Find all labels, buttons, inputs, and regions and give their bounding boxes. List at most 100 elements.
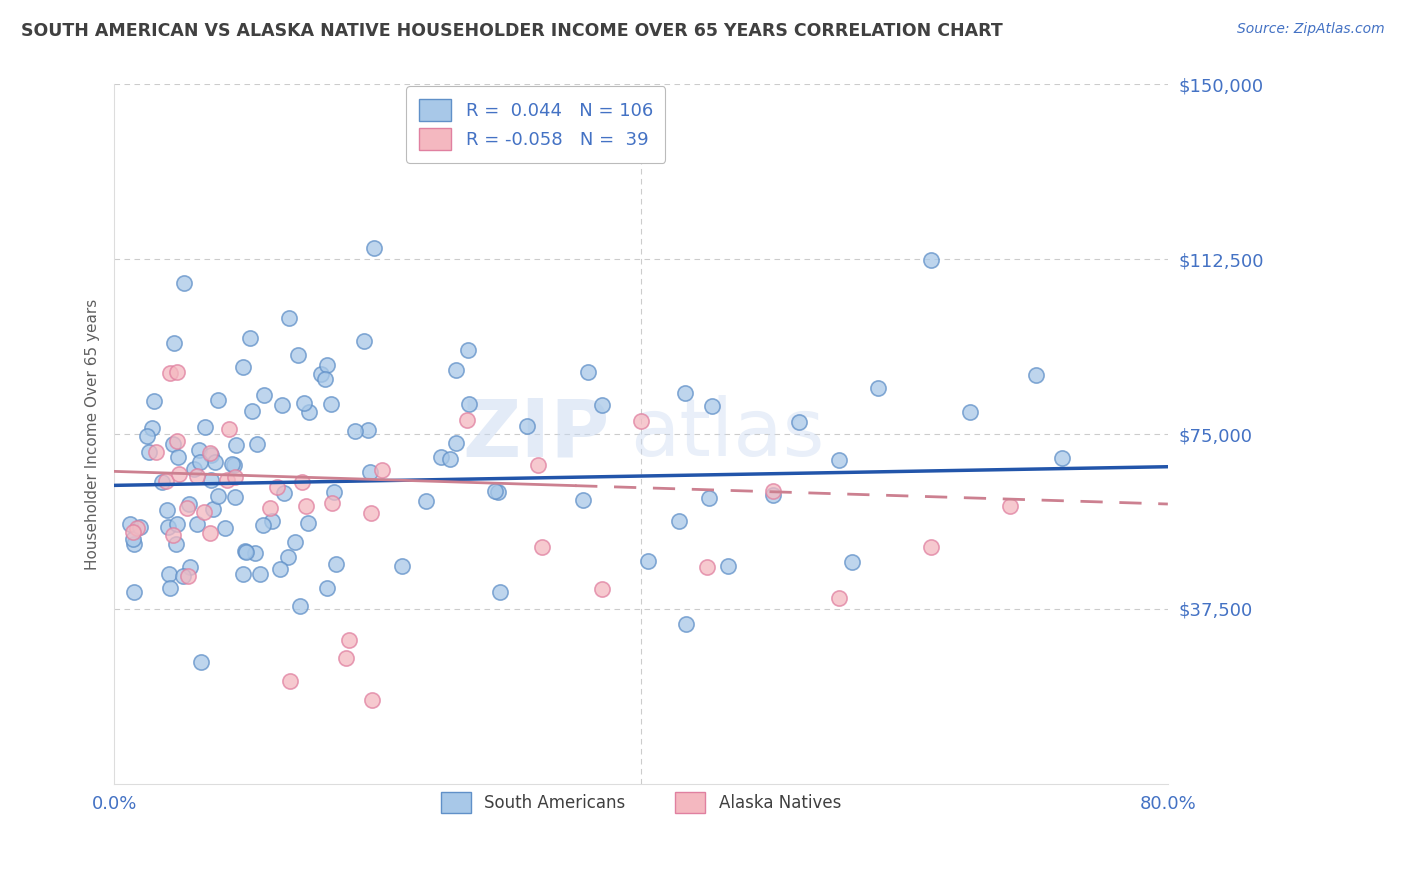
Point [200, 474, 222, 488]
Point [360, 506, 382, 520]
Point [359, 465, 381, 479]
Point [576, 365, 599, 379]
Point [827, 452, 849, 467]
Point [172, 569, 194, 583]
Point [1025, 368, 1047, 382]
Point [344, 425, 367, 439]
Point [762, 488, 785, 502]
Point [486, 485, 509, 500]
Point [152, 475, 174, 489]
Point [122, 585, 145, 599]
Point [391, 559, 413, 574]
Point [273, 486, 295, 500]
Point [697, 491, 720, 505]
Text: ZIP: ZIP [463, 395, 609, 473]
Point [262, 514, 284, 528]
Point [363, 241, 385, 255]
Point [868, 381, 890, 395]
Point [266, 479, 288, 493]
Point [224, 491, 246, 505]
Point [316, 581, 339, 595]
Point [136, 429, 159, 443]
Point [200, 448, 222, 462]
Text: SOUTH AMERICAN VS ALASKA NATIVE HOUSEHOLDER INCOME OVER 65 YEARS CORRELATION CHA: SOUTH AMERICAN VS ALASKA NATIVE HOUSEHOL… [21, 22, 1002, 40]
Point [162, 335, 184, 350]
Point [526, 458, 548, 473]
Point [249, 566, 271, 581]
Point [321, 397, 343, 411]
Point [530, 540, 553, 554]
Point [337, 633, 360, 648]
Point [128, 520, 150, 534]
Point [159, 581, 181, 595]
Point [259, 501, 281, 516]
Point [218, 422, 240, 436]
Point [122, 532, 145, 546]
Point [325, 558, 347, 572]
Point [240, 404, 263, 418]
Point [235, 545, 257, 559]
Point [194, 420, 217, 434]
Point [295, 499, 318, 513]
Point [353, 334, 375, 348]
Point [221, 457, 243, 471]
Point [1052, 450, 1074, 465]
Point [142, 394, 165, 409]
Point [166, 365, 188, 379]
Point [444, 435, 467, 450]
Point [156, 520, 179, 534]
Point [297, 405, 319, 419]
Point [673, 386, 696, 401]
Point [489, 584, 512, 599]
Point [207, 392, 229, 407]
Point [224, 458, 246, 473]
Point [278, 674, 301, 689]
Point [167, 467, 190, 481]
Point [239, 331, 262, 345]
Point [284, 535, 307, 549]
Point [311, 367, 333, 381]
Point [252, 518, 274, 533]
Point [198, 526, 221, 541]
Point [717, 559, 740, 574]
Point [841, 555, 863, 569]
Point [696, 559, 718, 574]
Point [155, 475, 177, 489]
Point [243, 546, 266, 560]
Point [214, 521, 236, 535]
Text: Source: ZipAtlas.com: Source: ZipAtlas.com [1237, 22, 1385, 37]
Point [271, 398, 294, 412]
Point [177, 498, 200, 512]
Point [173, 276, 195, 290]
Point [157, 567, 180, 582]
Point [439, 451, 461, 466]
Point [166, 516, 188, 531]
Point [217, 473, 239, 487]
Point [323, 484, 346, 499]
Point [202, 502, 225, 516]
Point [138, 444, 160, 458]
Point [430, 450, 453, 464]
Point [162, 436, 184, 450]
Point [415, 493, 437, 508]
Point [166, 434, 188, 448]
Text: atlas: atlas [630, 395, 825, 473]
Point [297, 516, 319, 531]
Point [252, 388, 274, 402]
Point [314, 372, 336, 386]
Point [124, 536, 146, 550]
Point [316, 359, 339, 373]
Point [177, 568, 200, 582]
Point [193, 505, 215, 519]
Point [361, 693, 384, 707]
Point [288, 599, 311, 613]
Point [591, 398, 613, 412]
Point [165, 537, 187, 551]
Point [371, 462, 394, 476]
Point [145, 445, 167, 459]
Point [159, 367, 181, 381]
Point [456, 413, 478, 427]
Y-axis label: Householder Income Over 65 years: Householder Income Over 65 years [86, 299, 100, 570]
Point [458, 397, 481, 411]
Point [591, 582, 613, 596]
